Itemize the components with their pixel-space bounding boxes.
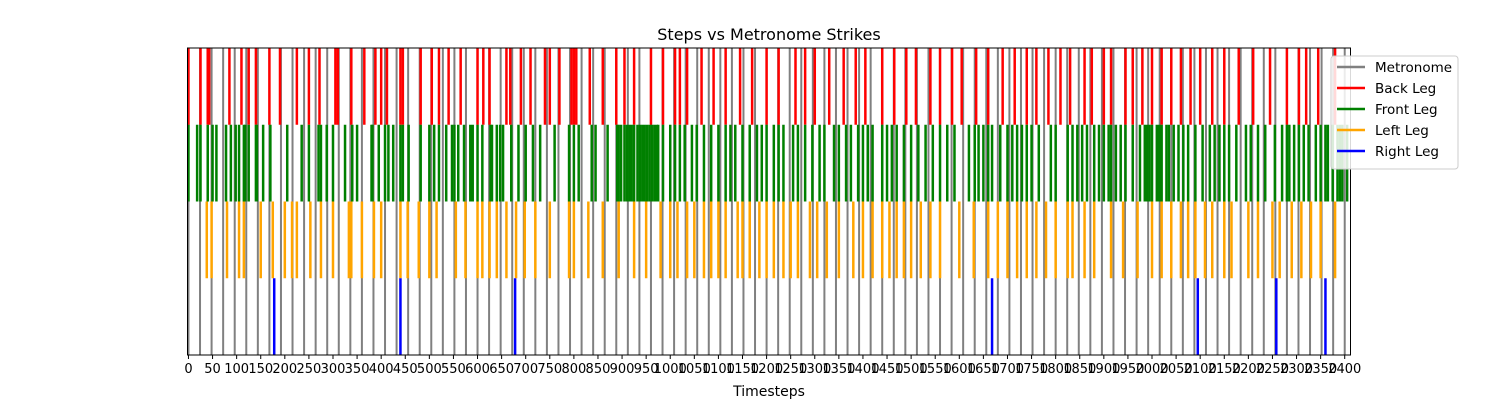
x-tick-label-4: 200 — [272, 362, 297, 377]
event-marks — [187, 48, 1349, 355]
x-tick-label-16: 800 — [561, 362, 586, 377]
x-tick-label-32: 1600 — [943, 362, 976, 377]
x-tick-label-47: 2350 — [1304, 362, 1337, 377]
x-tick-label-38: 1900 — [1087, 362, 1120, 377]
legend-label-left-leg: Left Leg — [1375, 123, 1429, 139]
x-tick-label-35: 1750 — [1015, 362, 1048, 377]
x-tick-label-24: 1200 — [750, 362, 783, 377]
legend-box — [1330, 55, 1459, 170]
x-tick-label-36: 1800 — [1039, 362, 1072, 377]
x-tick-label-43: 2150 — [1208, 362, 1241, 377]
x-tick-label-15: 750 — [537, 362, 562, 377]
x-tick-label-46: 2300 — [1280, 362, 1313, 377]
x-tick-label-5: 250 — [296, 362, 321, 377]
x-tick-label-34: 1700 — [991, 362, 1024, 377]
x-tick-label-42: 2100 — [1184, 362, 1217, 377]
x-tick-label-12: 600 — [465, 362, 490, 377]
x-tick-label-23: 1150 — [726, 362, 759, 377]
legend-label-front-leg: Front Leg — [1375, 102, 1438, 118]
x-tick-label-25: 1250 — [774, 362, 807, 377]
x-tick-label-29: 1450 — [870, 362, 903, 377]
x-tick-label-22: 1100 — [702, 362, 735, 377]
x-tick-label-7: 350 — [345, 362, 370, 377]
plot-frame — [187, 47, 1351, 356]
x-tick-label-20: 1000 — [654, 362, 687, 377]
x-tick-label-17: 850 — [586, 362, 611, 377]
x-tick-label-3: 150 — [248, 362, 273, 377]
series-right-leg — [272, 278, 1327, 355]
x-tick-label-8: 400 — [369, 362, 394, 377]
x-tick-label-26: 1300 — [798, 362, 831, 377]
x-tick-label-2: 100 — [224, 362, 249, 377]
chart-title: Steps vs Metronome Strikes — [657, 25, 880, 44]
x-tick-label-9: 450 — [393, 362, 418, 377]
series-front-leg — [187, 124, 1349, 202]
x-tick-label-11: 550 — [441, 362, 466, 377]
x-tick-label-31: 1550 — [919, 362, 952, 377]
x-tick-label-13: 650 — [489, 362, 514, 377]
x-tick-label-40: 2000 — [1135, 362, 1168, 377]
legend-label-back-leg: Back Leg — [1375, 81, 1436, 97]
x-axis-label: Timesteps — [732, 384, 805, 400]
x-tick-label-48: 2400 — [1328, 362, 1361, 377]
legend-label-right-leg: Right Leg — [1375, 144, 1439, 160]
x-tick-label-1: 50 — [204, 362, 221, 377]
x-tick-label-14: 700 — [513, 362, 538, 377]
x-tick-label-44: 2200 — [1232, 362, 1265, 377]
x-tick-label-18: 900 — [610, 362, 635, 377]
series-left-leg — [205, 201, 1337, 279]
legend-label-metronome: Metronome — [1375, 60, 1452, 76]
x-tick-label-39: 1950 — [1111, 362, 1144, 377]
x-tick-label-28: 1400 — [846, 362, 879, 377]
x-tick-label-27: 1350 — [822, 362, 855, 377]
x-tick-label-33: 1650 — [967, 362, 1000, 377]
x-axis: 0 50 100 150 200 250 300 350 400 450 500 550 600 650 7… — [184, 355, 1361, 377]
legend: Metronome Back Leg Front Leg Left Leg Right … — [1330, 55, 1459, 170]
x-tick-label-10: 500 — [417, 362, 442, 377]
x-tick-label-6: 300 — [321, 362, 346, 377]
x-tick-label-21: 1050 — [678, 362, 711, 377]
x-tick-label-41: 2050 — [1160, 362, 1193, 377]
x-tick-label-19: 950 — [634, 362, 659, 377]
x-tick-label-0: 0 — [184, 362, 192, 377]
series-back-leg — [187, 48, 1337, 125]
x-tick-label-37: 1850 — [1063, 362, 1096, 377]
x-tick-label-45: 2250 — [1256, 362, 1289, 377]
x-tick-label-30: 1500 — [895, 362, 928, 377]
